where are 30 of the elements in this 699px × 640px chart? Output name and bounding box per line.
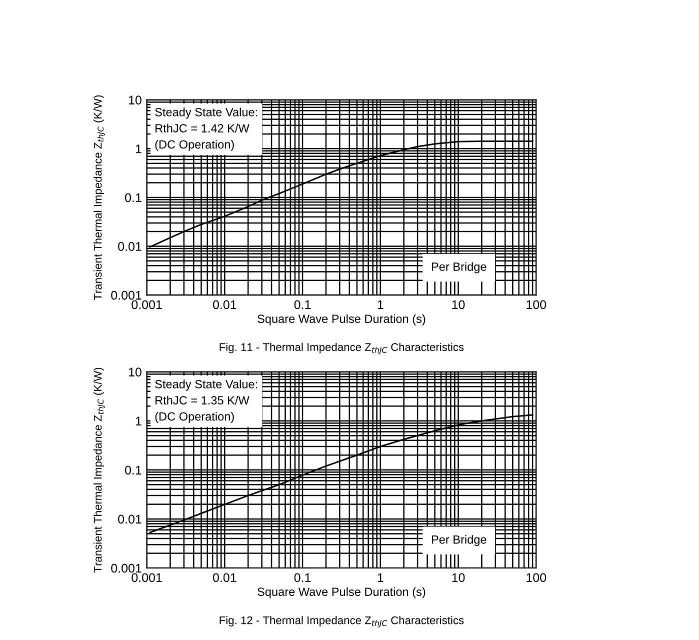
y-tick-label: 0.1 <box>125 193 142 202</box>
y-tick-label: 0.001 <box>111 290 142 300</box>
annotation: Steady State Value: RthJC = 1.35 K/W (DC Operation) <box>155 380 257 423</box>
y-tick-label: 0.001 <box>111 564 142 573</box>
x-tick-label: 0.01 <box>212 300 236 310</box>
y-axis-title: Transient Thermal Impedance Z$_{thJC}$ (K/W) <box>94 95 105 300</box>
annotation: Per Bridge <box>432 535 486 546</box>
x-axis-title: Square Wave Pulse Duration (s) <box>258 587 426 598</box>
x-tick-label: 1 <box>378 300 384 309</box>
annotation: Steady State Value: RthJC = 1.42 K/W (DC Operation) <box>155 108 257 151</box>
y-axis-title: Transient Thermal Impedance Z$_{thJC}$ (K/W) <box>94 368 105 573</box>
x-tick-label: 0.01 <box>212 573 236 582</box>
caption: Fig. 12 - Thermal Impedance Z$_{thJC}$ Characteristics <box>220 616 464 628</box>
y-tick-label: 1 <box>136 416 142 426</box>
caption: Fig. 11 - Thermal Impedance Z$_{thJC}$ Characteristics <box>220 342 464 354</box>
annotation: Per Bridge <box>432 262 486 274</box>
x-axis-title: Square Wave Pulse Duration (s) <box>258 314 426 326</box>
y-tick-label: 1 <box>136 144 142 154</box>
y-tick-label: 0.01 <box>118 514 142 524</box>
y-tick-label: 10 <box>128 368 142 376</box>
x-tick-label: 100 <box>526 573 546 582</box>
x-tick-label: 0.1 <box>294 573 311 582</box>
y-tick-label: 10 <box>128 96 142 104</box>
y-tick-label: 0.01 <box>118 242 142 251</box>
x-tick-label: 10 <box>452 300 465 310</box>
x-tick-label: 10 <box>452 573 465 582</box>
x-tick-label: 100 <box>526 300 546 310</box>
x-tick-label: 1 <box>378 573 384 582</box>
x-tick-label: 0.1 <box>294 300 311 310</box>
y-tick-label: 0.1 <box>125 466 142 475</box>
